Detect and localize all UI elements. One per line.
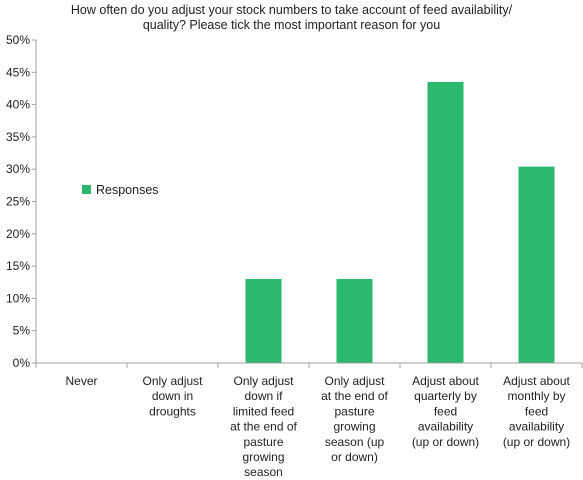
chart-title: How often do you adjust your stock numbe… bbox=[0, 3, 583, 33]
category-label-5-line-1: monthly by bbox=[507, 389, 565, 403]
category-label-2: Only adjust down if limited feed at the end… bbox=[230, 374, 297, 479]
y-tick-label-6: 30% bbox=[6, 162, 30, 176]
bar-5 bbox=[518, 166, 555, 363]
category-label-1-line-2: droughts bbox=[149, 404, 196, 418]
y-tick-label-9: 45% bbox=[6, 65, 30, 79]
category-label-4-line-2: feed bbox=[434, 404, 457, 418]
category-label-1: Only adjust down in droughts bbox=[142, 374, 203, 418]
category-label-2-line-3: at the end of bbox=[230, 420, 297, 434]
bar-4 bbox=[427, 81, 464, 364]
y-tick-label-5: 25% bbox=[6, 195, 30, 209]
chart-title-line-1: How often do you adjust your stock numbe… bbox=[70, 3, 513, 17]
category-label-3-line-2: pasture bbox=[334, 404, 374, 418]
y-tick-label-4: 20% bbox=[6, 227, 30, 241]
category-label-3-line-0: Only adjust bbox=[324, 374, 385, 388]
y-tick-label-8: 40% bbox=[6, 98, 30, 112]
category-label-1-line-0: Only adjust bbox=[142, 374, 203, 388]
category-label-0-line-0: Never bbox=[65, 374, 97, 388]
category-label-3-line-3: growing bbox=[333, 420, 375, 434]
category-label-3: Only adjust at the end of pasture growing se… bbox=[321, 374, 388, 464]
bar-3 bbox=[336, 279, 373, 363]
category-label-4-line-1: quarterly by bbox=[414, 389, 477, 403]
category-label-5-line-4: (up or down) bbox=[503, 435, 570, 449]
category-label-4-line-3: availability bbox=[418, 420, 473, 434]
y-tick-label-2: 10% bbox=[6, 291, 30, 305]
y-tick-label-10: 50% bbox=[6, 33, 30, 47]
category-label-4-line-0: Adjust about bbox=[412, 374, 479, 388]
category-label-2-line-4: pasture bbox=[243, 435, 283, 449]
category-label-2-line-2: limited feed bbox=[233, 404, 294, 418]
category-label-3-line-1: at the end of bbox=[321, 389, 388, 403]
category-label-5: Adjust about monthly by feed availability (u… bbox=[503, 374, 571, 449]
category-label-1-line-1: down in bbox=[152, 389, 193, 403]
category-label-5-line-3: availability bbox=[509, 420, 564, 434]
category-label-5-line-2: feed bbox=[525, 404, 548, 418]
legend-label: Responses bbox=[96, 183, 159, 197]
legend-swatch bbox=[82, 185, 91, 194]
y-tick-label-1: 5% bbox=[13, 324, 31, 338]
y-tick-label-7: 35% bbox=[6, 130, 30, 144]
category-label-2-line-1: down if bbox=[244, 389, 283, 403]
category-label-4: Adjust about quarterly by feed availability… bbox=[412, 374, 480, 449]
chart-title-line-2: quality? Please tick the most important … bbox=[142, 18, 441, 32]
category-label-2-line-0: Only adjust bbox=[233, 374, 294, 388]
category-label-0: Never bbox=[65, 374, 97, 388]
category-label-2-line-6: season bbox=[244, 465, 283, 479]
category-label-3-line-4: season (up bbox=[325, 435, 385, 449]
category-label-3-line-5: or down) bbox=[331, 450, 378, 464]
category-label-5-line-0: Adjust about bbox=[503, 374, 570, 388]
bar-2 bbox=[245, 279, 282, 363]
category-label-2-line-5: growing bbox=[242, 450, 284, 464]
category-label-4-line-4: (up or down) bbox=[412, 435, 479, 449]
y-tick-label-0: 0% bbox=[13, 356, 31, 370]
y-tick-label-3: 15% bbox=[6, 259, 30, 273]
